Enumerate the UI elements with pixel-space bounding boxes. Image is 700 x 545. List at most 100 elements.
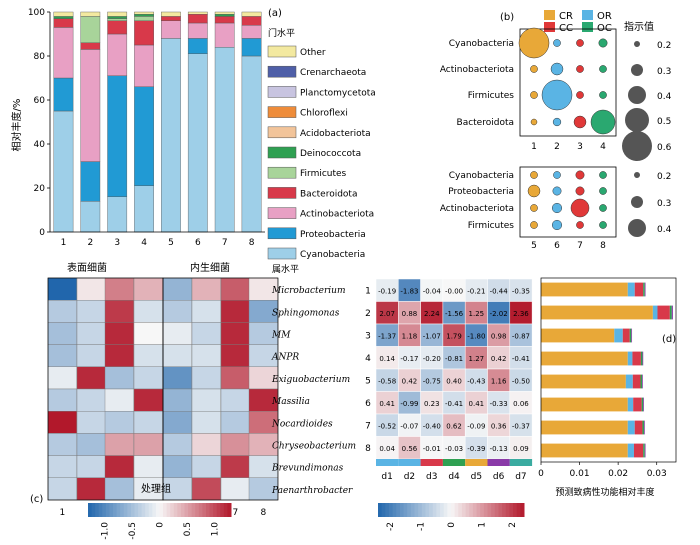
c-xlabel: 处理组 [141,482,171,495]
bar-deinococcota-7 [214,13,235,17]
bubble-bottom-actinobacteriota-5 [530,204,538,212]
c-colorbar: -1.0 -0.5 0 0.5 1.0 [88,503,232,540]
c-cell-chryseobacterium-2 [76,433,106,456]
d-col-color-d5 [465,459,488,466]
d-bar-d6-3 [631,328,633,343]
d-colorbar-step [469,503,474,517]
c-cell-massilia-6 [191,388,221,412]
d-colorbar-step [505,503,510,517]
c-group-label-surface: 表面细菌 [67,261,107,274]
c-colorbar-step [152,503,157,517]
bar-bacteroidota-5 [161,16,181,21]
c-colorbar-tick-0: -1.0 [101,522,111,540]
c-cell-sphingomonas-1 [47,300,77,323]
c-colorbar-step [138,503,143,517]
c-cell-paenarthrobacter-2 [76,477,106,501]
d-colorbar-step [436,503,441,517]
d-colorbar-step [472,503,478,517]
panel-label-b: (b) [500,12,514,23]
bubble-bottom-firmicutes-5 [530,221,538,229]
b-bottom-col-6: 6 [554,241,560,251]
legend-swatch-cyanobacteria [267,247,297,260]
c-colorbar-step [195,503,200,517]
panel-label-c: (c) [30,494,43,505]
size-legend-label-2: 0.4 [657,92,672,102]
c-cell-brevundimonas-2 [76,455,106,479]
c-cell-massilia-3 [104,388,134,412]
c-cell-exiguobacterium-1 [47,366,77,390]
b-top-col-1: 1 [531,142,537,152]
c-colorbar-step [116,503,121,517]
d-cell-label-1-d1: -0.19 [378,287,396,295]
d-colorbar: -2 -1 0 1 2 [378,503,525,531]
b-top-row-firmicutes: Firmicutes [468,91,515,101]
panel-b: (b) 指示值 CR OR CC OC Cyanobacteria Actinobact… [440,10,672,251]
d-cell-label-2-d5: 1.25 [469,310,485,318]
d-bar-d3-6 [633,397,642,412]
legend-swatch-crenarchaeota [267,65,297,78]
legend-swatch-deinococcota [267,146,297,159]
d-colorbar-step [407,503,412,517]
bubble-bottom-actinobacteriota-6 [551,202,563,214]
legend-swatch-firmicutes [267,166,297,179]
bar-cyanobacteria-5 [161,38,181,233]
c-cell-paenarthrobacter-3 [104,477,134,501]
legend-label-other: Other [300,48,326,58]
bar-proteobacteria-8 [241,38,262,57]
d-bar-d6-2 [671,305,673,320]
c-colorbar-step [98,503,103,517]
d-cell-label-2-d1: 2.07 [379,310,395,318]
d-colorbar-tick-0: -2 [386,522,396,531]
d-cell-label-6-d4: -0.41 [445,400,463,408]
bar-cyanobacteria-7 [214,47,235,233]
c-colorbar-step [216,503,221,517]
bar-firmicutes-3 [107,18,128,22]
bar-actinobacteriota-6 [187,22,208,39]
bubble-bottom-cyanobacteria-6 [553,171,561,179]
c-cell-microbacterium-5 [162,277,192,301]
d-colorbar-step [494,503,499,517]
c-cell-exiguobacterium-6 [191,366,221,390]
bar-bacteroidota-2 [80,42,101,50]
d-cell-label-6-d2: -0.99 [400,400,418,408]
legend-swatch-planctomycetota [267,86,297,98]
a-ytick-40: 40 [34,140,46,150]
c-colorbar-step [145,503,150,517]
bar-actinobacteriota-5 [161,20,181,39]
d-cell-label-7-d2: -0.07 [400,422,418,430]
d-row-label-1: 1 [365,286,371,296]
bubble-bottom-actinobacteriota-8 [599,204,607,212]
d-colorbar-step [509,503,514,517]
size-legend-label-0: 0.2 [657,41,671,51]
legend-label-crenarchaeota: Crenarchaeota [300,68,366,78]
c-colorbar-step [127,503,132,517]
d-cell-label-5-d1: -0.58 [378,377,396,385]
b-top-row-cyanobacteria: Cyanobacteria [449,39,514,49]
c-cell-anpr-3 [104,344,134,368]
bubble-top-actinobacteriota-3 [576,65,584,73]
c-cell-brevundimonas-7 [220,455,250,479]
d-cell-label-8-d6: -0.13 [490,445,508,453]
c-colorbar-step [88,503,93,517]
c-cell-anpr-5 [162,344,192,368]
c-cell-massilia-5 [162,388,192,412]
bubble-top-bacteroidota-3 [573,115,587,129]
c-cell-mm-1 [47,322,77,345]
bar-bacteroidota-3 [107,20,128,35]
c-row-label-microbacterium: Microbacterium [271,286,345,296]
d-bar-d4-7 [642,420,644,435]
d-colorbar-step [396,503,401,517]
d-row-label-2: 2 [365,309,371,319]
c-row-label-mm: MM [271,331,291,341]
d-cell-label-6-d6: -0.33 [490,400,508,408]
d-cell-label-1-d6: -0.44 [490,287,509,295]
c-row-label-sphingomonas: Sphingomonas [272,308,340,318]
d-colorbar-step [491,503,496,517]
d-cell-label-2-d4: -1.56 [445,310,464,318]
d-bar-d3-7 [634,420,643,435]
d-cell-label-4-d6: 0.42 [491,355,507,363]
d-cell-label-6-d7: 0.06 [513,400,529,408]
d-cell-label-1-d2: -1.83 [400,287,418,295]
b-bottom-row-cyanobacteria: Cyanobacteria [449,171,514,181]
a-ytick-20: 20 [34,184,46,194]
